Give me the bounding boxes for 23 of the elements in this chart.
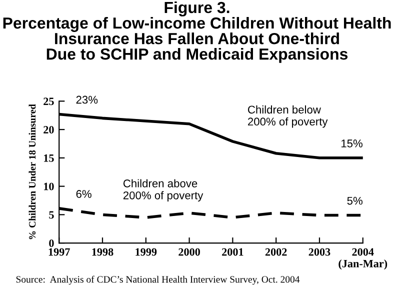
y-tick-label: 15: [44, 154, 54, 162]
y-tick-label: 10: [44, 182, 54, 190]
y-tick-label: 0: [49, 240, 54, 248]
data-label: 15%: [341, 140, 362, 148]
source-note: Source: Analysis of CDC’s National Health Interview Survey, Oct. 2004: [16, 276, 300, 285]
data-label: 5%: [347, 196, 362, 205]
y-tick-label: 25: [44, 98, 54, 106]
y-axis-title: % Children Under 18 Uninsured: [28, 104, 36, 240]
x-tick-label: 2003: [308, 248, 330, 256]
data-label: 6%: [76, 190, 92, 198]
data-label: 23%: [76, 96, 98, 104]
series-label: Children above 200% of poverty: [123, 179, 204, 202]
series-label: Children below 200% of poverty: [248, 105, 328, 128]
x-tick-label: 1998: [92, 248, 114, 256]
x-tick-label: 2000: [178, 248, 200, 256]
x-tick-label: 1997: [48, 248, 70, 256]
y-tick-label: 20: [44, 126, 54, 134]
y-tick-label: 5: [49, 211, 54, 219]
x-tick-label: 1999: [136, 248, 157, 256]
chart-title: Figure 3. Percentage of Low-income Children Without Health Insurance Has Fallen About One-third Due to SCHIP and Medicaid Expansions: [3, 1, 391, 63]
x-tick-label: 2002: [265, 248, 287, 256]
x-tick-label: 2004 (Jan-Mar): [338, 248, 388, 270]
x-tick-label: 2001: [222, 248, 244, 256]
